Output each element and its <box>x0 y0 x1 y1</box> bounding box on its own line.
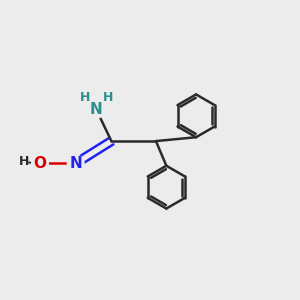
Circle shape <box>68 155 84 172</box>
Text: N: N <box>69 156 82 171</box>
Text: H: H <box>80 91 90 104</box>
Circle shape <box>88 102 105 118</box>
Text: O: O <box>34 156 46 171</box>
Circle shape <box>32 155 48 172</box>
Text: H: H <box>103 91 113 104</box>
Text: N: N <box>90 102 103 117</box>
Text: H: H <box>19 155 29 168</box>
